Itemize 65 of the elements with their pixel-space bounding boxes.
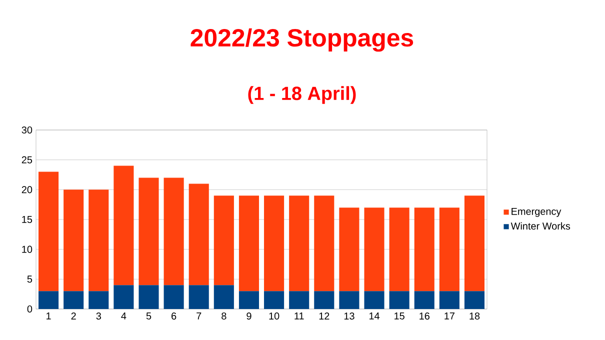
x-tick-label: 4: [121, 312, 126, 320]
chart-subtitle: (1 - 18 April): [248, 86, 356, 104]
y-tick-label: 0: [27, 305, 32, 313]
bar: [238, 291, 259, 309]
bar: [364, 291, 384, 309]
bar: [138, 178, 159, 286]
bar: [214, 196, 234, 286]
bar: [439, 291, 460, 309]
bar: [364, 208, 384, 292]
y-tick-label: 20: [22, 186, 32, 194]
bar: [88, 190, 109, 292]
x-tick-label: 16: [420, 312, 430, 320]
x-tick-label: 3: [96, 312, 101, 320]
x-tick-label: 5: [146, 312, 152, 320]
bar: [264, 291, 284, 309]
bar: [414, 208, 434, 292]
bar: [138, 285, 159, 309]
y-tick-label: 30: [22, 126, 32, 134]
bar: [64, 190, 84, 292]
x-tick-label: 13: [344, 312, 354, 320]
y-tick-label: 15: [22, 216, 32, 223]
x-tick-label: 8: [222, 312, 226, 320]
bar: [88, 291, 109, 309]
bar: [464, 196, 484, 292]
x-tick-label: 7: [196, 312, 202, 320]
x-tick-label: 9: [246, 312, 252, 320]
bar: [464, 291, 484, 309]
bar: [238, 196, 259, 292]
x-tick-label: 14: [369, 312, 380, 320]
bar: [38, 172, 59, 292]
bar: [64, 291, 84, 309]
x-tick-label: 17: [444, 312, 454, 320]
y-tick-label: 5: [27, 276, 32, 283]
bar: [214, 285, 234, 309]
bar: [164, 178, 184, 286]
chart-title: 2022/23 Stoppages: [190, 28, 414, 52]
bar: [289, 196, 310, 292]
bar: [114, 285, 134, 309]
x-tick-label: 15: [394, 312, 404, 320]
bar: [188, 285, 209, 309]
bar: [339, 208, 360, 292]
bar: [414, 291, 434, 309]
x-tick-label: 10: [269, 312, 280, 320]
x-tick-label: 11: [294, 312, 304, 320]
bar: [264, 196, 284, 292]
x-tick-label: 12: [319, 312, 330, 320]
bar: [38, 291, 59, 309]
bar: [188, 184, 209, 286]
x-tick-label: 1: [46, 312, 51, 320]
bar: [114, 166, 134, 286]
y-tick-label: 10: [22, 246, 32, 253]
x-tick-label: 6: [172, 312, 176, 320]
bar: [289, 291, 310, 309]
bar: [164, 285, 184, 309]
legend-label: Winter Works: [510, 222, 570, 230]
legend-label: Emergency: [512, 208, 562, 217]
bar: [339, 291, 360, 309]
x-tick-label: 2: [71, 312, 76, 320]
y-tick-label: 25: [22, 156, 32, 164]
bar: [314, 196, 334, 292]
bar: [314, 291, 334, 309]
x-tick-label: 18: [470, 312, 480, 320]
bar: [439, 208, 460, 292]
bar: [389, 208, 410, 292]
bar: [389, 291, 410, 309]
